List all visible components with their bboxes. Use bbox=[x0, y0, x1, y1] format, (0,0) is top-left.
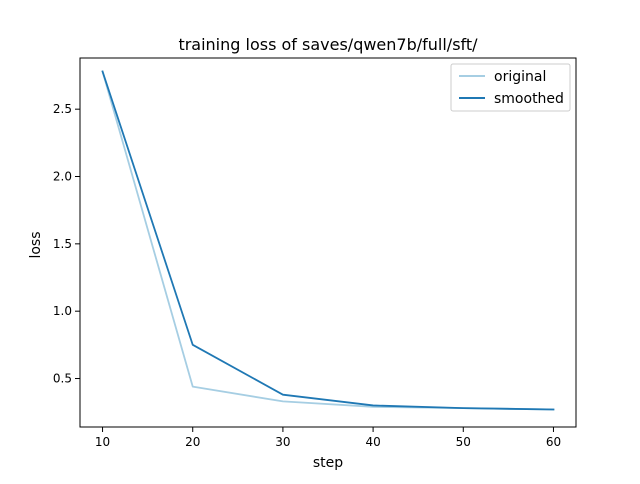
series-line-smoothed bbox=[101, 70, 555, 411]
x-tick-label: 10 bbox=[95, 435, 110, 449]
x-tick-label: 50 bbox=[456, 435, 471, 449]
axes-frame bbox=[79, 57, 577, 428]
legend: original smoothed bbox=[450, 63, 571, 112]
x-axis-ticks: 10 20 30 40 50 60 bbox=[95, 427, 561, 449]
plot-area bbox=[101, 70, 555, 411]
y-tick-label: 1.5 bbox=[53, 237, 72, 251]
y-tick-label: 0.5 bbox=[53, 372, 72, 386]
x-tick-label: 40 bbox=[365, 435, 380, 449]
y-axis-ticks: 0.5 1.0 1.5 2.0 2.5 bbox=[53, 102, 80, 386]
x-tick-label: 60 bbox=[546, 435, 561, 449]
legend-label-original: original bbox=[494, 69, 546, 85]
y-tick-label: 1.0 bbox=[53, 304, 72, 318]
x-tick-label: 30 bbox=[275, 435, 290, 449]
x-tick-label: 20 bbox=[185, 435, 200, 449]
legend-label-smoothed: smoothed bbox=[494, 91, 564, 107]
y-axis-label: loss bbox=[28, 231, 44, 258]
y-tick-label: 2.0 bbox=[53, 170, 72, 184]
y-tick-label: 2.5 bbox=[53, 102, 72, 116]
x-axis-label: step bbox=[313, 455, 343, 471]
chart-title: training loss of saves/qwen7b/full/sft/ bbox=[178, 35, 478, 54]
